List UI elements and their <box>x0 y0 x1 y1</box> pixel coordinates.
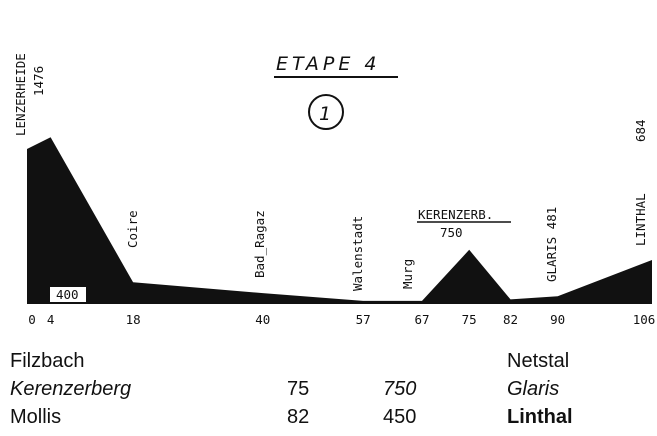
place-label-murg: Murg <box>400 259 415 289</box>
legend-row: Kerenzerberg 75 750 Glaris <box>0 378 657 406</box>
elevation-profile-area <box>27 137 652 304</box>
route-legend: Filzbach Netstal Kerenzerberg 75 750 Gla… <box>0 346 657 436</box>
km-tick-label: 57 <box>356 312 371 327</box>
legend-from: Filzbach <box>10 350 85 372</box>
km-axis: 0 4 18 40 57 67 75 82 90 106 <box>28 312 655 327</box>
km-tick-label: 106 <box>633 312 656 327</box>
legend-from: Kerenzerberg <box>10 378 132 400</box>
place-label-kerenzerberg: KERENZERB. <box>418 207 493 222</box>
legend-row: Mollis 82 450 Linthal <box>0 406 657 434</box>
base-altitude-label: 400 <box>56 287 79 302</box>
km-tick-label: 75 <box>462 312 477 327</box>
legend-to: Linthal <box>507 406 573 428</box>
place-label-linthal: LINTHAL <box>633 193 648 246</box>
place-sub-linthal: 684 <box>633 119 648 142</box>
km-tick-label: 67 <box>414 312 429 327</box>
place-sub-lenzerheide: 1476 <box>31 66 46 96</box>
legend-to: Glaris <box>507 378 560 400</box>
chart-title: ETAPE 4 <box>276 53 380 75</box>
place-label-glaris: GLARIS 481 <box>544 207 559 282</box>
base-altitude-box <box>50 287 86 302</box>
km-tick-label: 82 <box>503 312 518 327</box>
legend-alt: 750 <box>383 378 417 400</box>
km-tick-label: 40 <box>255 312 270 327</box>
km-tick-label: 0 <box>28 312 36 327</box>
place-label-bad-ragaz: Bad_Ragaz <box>252 210 267 278</box>
km-tick-label: 4 <box>47 312 55 327</box>
legend-km: 82 <box>287 406 310 428</box>
place-label-lenzerheide: LENZERHEIDE <box>13 53 28 136</box>
legend-to: Netstal <box>507 350 570 372</box>
km-tick-label: 18 <box>126 312 141 327</box>
place-label-walenstadt: Walenstadt <box>350 216 365 291</box>
legend-alt: 450 <box>383 406 417 428</box>
stage-number: 1 <box>319 103 331 125</box>
legend-km: 75 <box>287 378 310 400</box>
stage-number-circle <box>308 94 344 130</box>
km-tick-label: 90 <box>550 312 565 327</box>
stage-profile-chart: ETAPE 4 1 400 LENZERHEIDE 1476 Coire Bad… <box>13 53 655 327</box>
place-label-coire: Coire <box>125 210 140 248</box>
place-sub-kerenzerberg: 750 <box>440 225 463 240</box>
legend-from: Mollis <box>10 406 62 428</box>
legend-row: Filzbach Netstal <box>0 350 657 378</box>
